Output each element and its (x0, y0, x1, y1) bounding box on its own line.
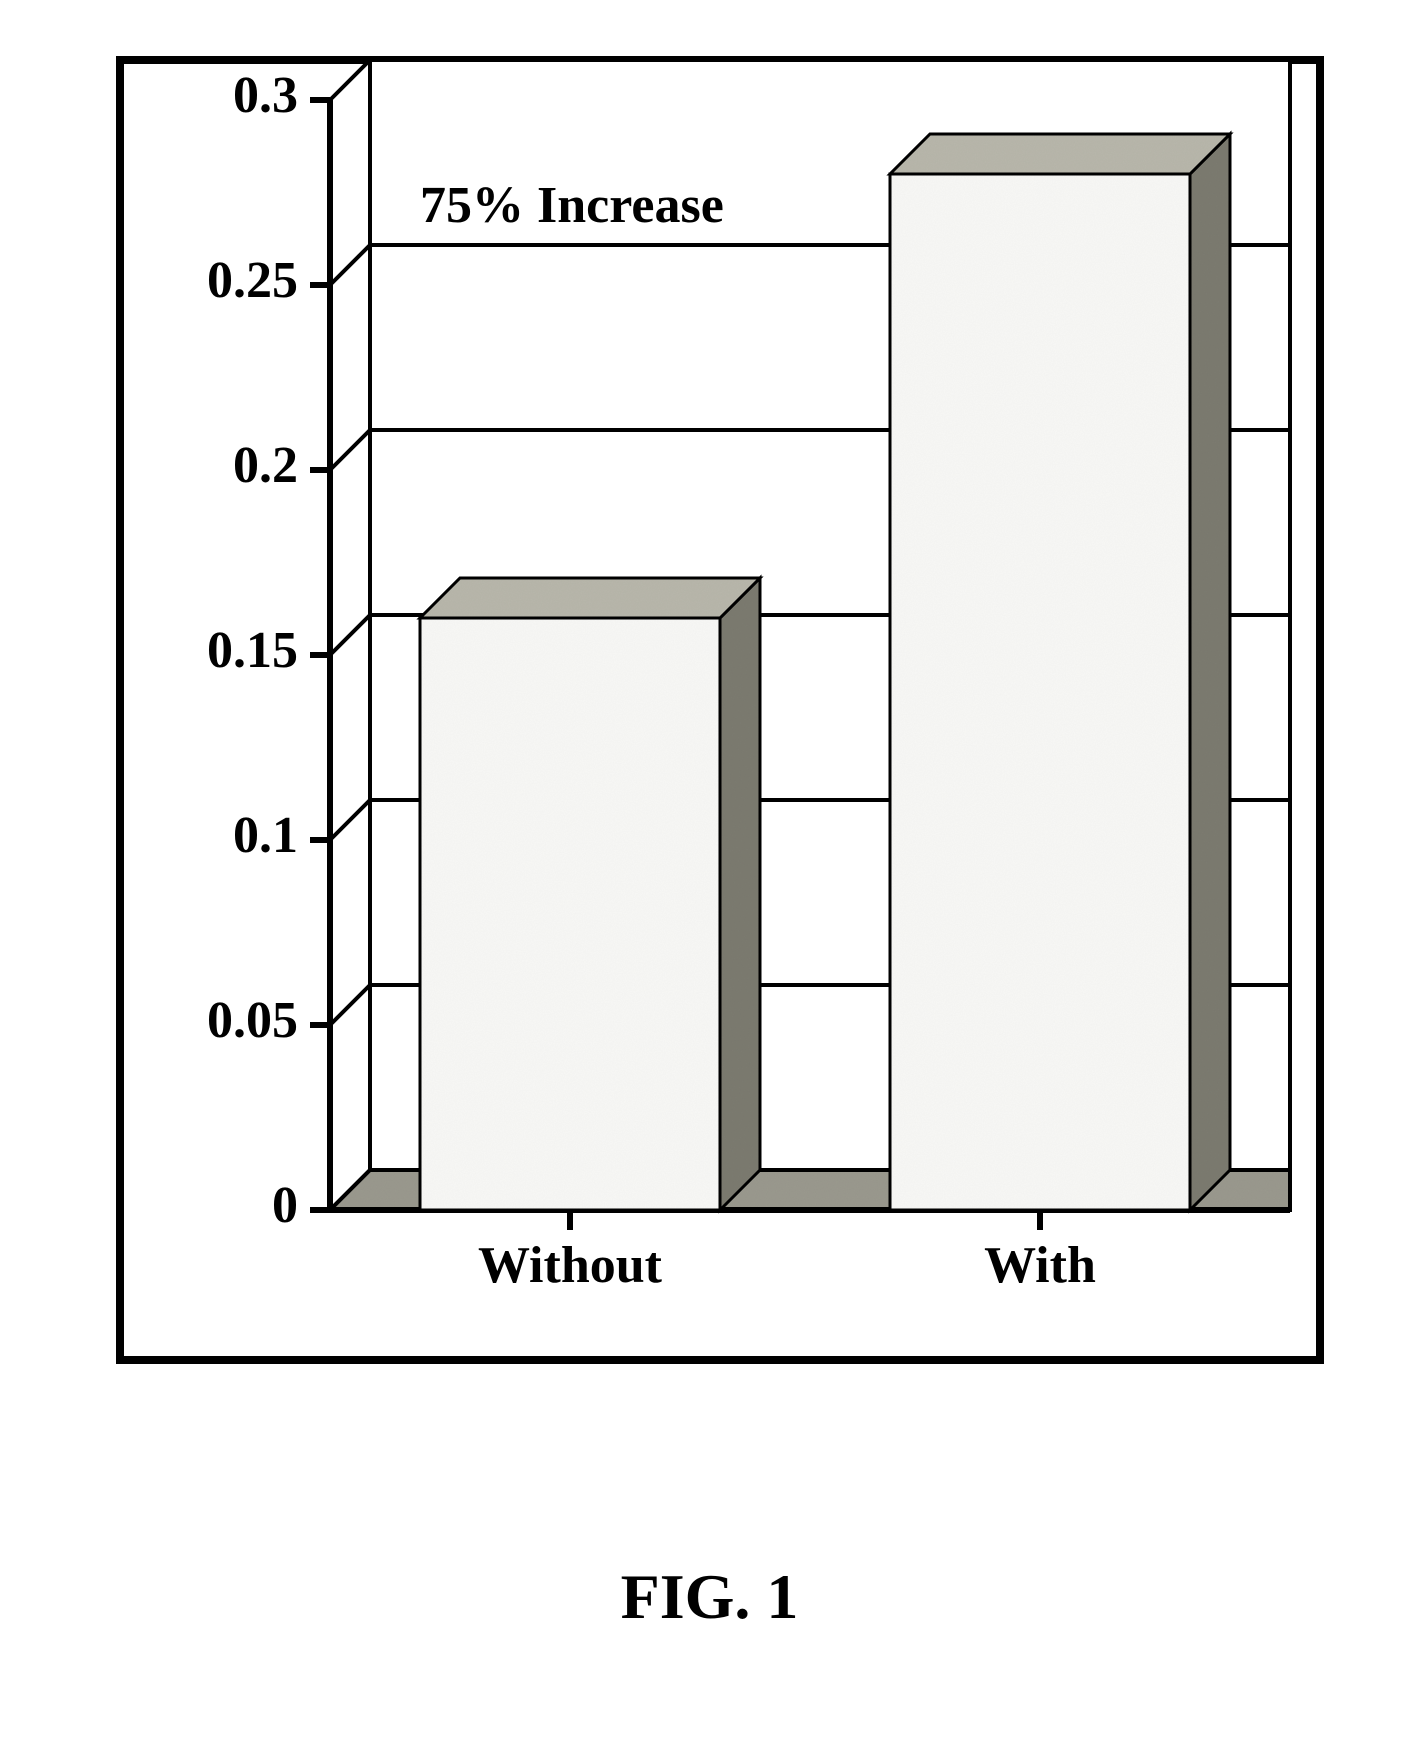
svg-text:0.15: 0.15 (207, 622, 298, 679)
svg-text:0.2: 0.2 (233, 437, 298, 494)
svg-text:0.3: 0.3 (233, 67, 298, 124)
svg-text:0.05: 0.05 (207, 992, 298, 1049)
svg-text:0.25: 0.25 (207, 252, 298, 309)
svg-text:0: 0 (272, 1177, 298, 1234)
page: 0 0.05 0.1 0.15 0.2 0.25 0.3 Without With 75% Inc… (0, 0, 1419, 1737)
bar-chart: 0 0.05 0.1 0.15 0.2 0.25 0.3 Without With 75% Inc… (0, 0, 1419, 1500)
svg-text:0.1: 0.1 (233, 807, 298, 864)
svg-text:Without: Without (478, 1237, 663, 1294)
svg-text:75% Increase: 75% Increase (420, 177, 724, 234)
svg-text:With: With (984, 1237, 1096, 1294)
figure-caption: FIG. 1 (0, 1560, 1419, 1634)
